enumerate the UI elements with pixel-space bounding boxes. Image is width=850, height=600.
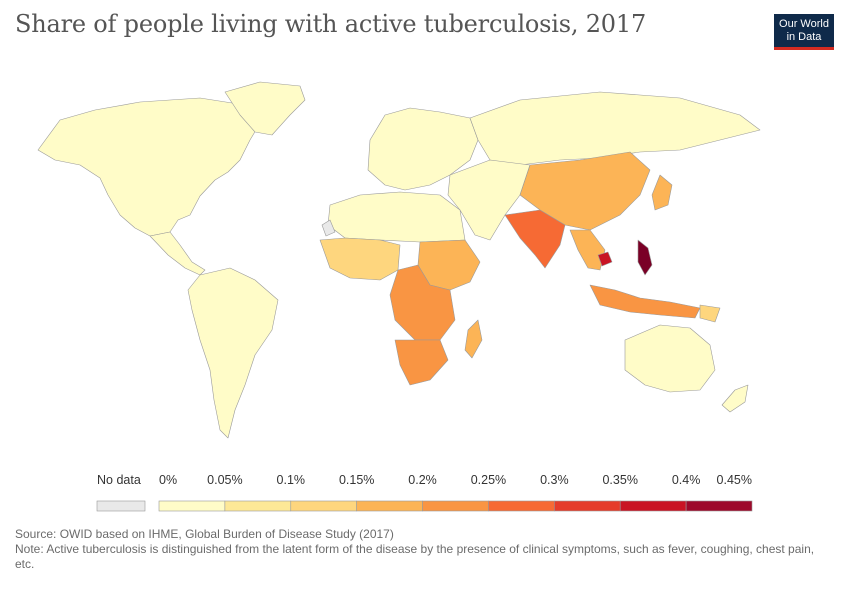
region-west-africa[interactable] [319,237,401,281]
legend-swatch[interactable] [619,500,687,512]
note-text: Note: Active tuberculosis is distinguish… [15,542,815,571]
chart-title: Share of people living with active tuber… [15,10,647,38]
region-southern-africa[interactable] [394,339,449,386]
legend-swatch[interactable] [158,500,226,512]
legend-tick-label: 0.1% [277,473,306,487]
legend-swatch[interactable] [224,500,292,512]
legend-bins: 0% 0.05% 0.1% 0.15% 0.2% 0.25% 0.3% 0.35% 0.4% 0.… [158,473,753,512]
legend-swatch[interactable] [290,500,357,512]
legend-swatch[interactable] [356,500,423,512]
region-central-america[interactable] [149,231,206,276]
legend-swatch[interactable] [554,500,621,512]
region-north-africa[interactable] [327,191,466,243]
region-australia[interactable] [624,324,716,393]
legend-swatch[interactable] [685,500,753,512]
region-india[interactable] [504,209,566,269]
region-madagascar[interactable] [464,319,483,359]
region-china[interactable] [519,151,651,231]
region-europe[interactable] [367,107,479,191]
region-no-data[interactable] [321,219,336,237]
region-philippines[interactable] [637,239,653,276]
legend-tick-label: 0.4% [672,473,701,487]
legend-tick-label: 0.3% [540,473,569,487]
legend-no-data-label: No data [97,473,141,487]
legend-no-data-swatch[interactable] [96,500,146,512]
region-cambodia[interactable] [597,251,613,267]
region-indonesia[interactable] [589,284,701,319]
region-north-america[interactable] [37,97,263,237]
region-southeast-asia[interactable] [569,229,606,271]
region-greenland[interactable] [224,81,306,136]
legend-tick-label: 0.2% [408,473,437,487]
owid-logo[interactable]: Our World in Data [774,14,834,50]
legend-tick-label: 0% [159,473,177,487]
world-map [37,81,761,439]
legend-tick-label: 0.05% [207,473,242,487]
region-new-zealand[interactable] [721,384,749,413]
region-middle-east[interactable] [447,159,531,241]
logo-line-1: Our World [779,18,829,30]
logo-line-2: in Data [786,31,822,43]
legend-tick-label: 0.35% [602,473,637,487]
legend-swatch[interactable] [488,500,555,512]
legend-tick-label: 0.45% [717,473,752,487]
region-japan[interactable] [651,174,673,211]
region-south-america[interactable] [187,267,279,439]
legend-swatch[interactable] [422,500,489,512]
footer: Source: OWID based on IHME, Global Burde… [15,527,835,572]
legend-tick-label: 0.25% [471,473,506,487]
region-papua-new-guinea[interactable] [699,304,721,323]
legend-tick-label: 0.15% [339,473,374,487]
region-central-africa[interactable] [389,264,456,341]
region-russia[interactable] [469,91,761,166]
source-text: Source: OWID based on IHME, Global Burde… [15,527,394,541]
map-legend: No data 0% 0.05% 0.1% 0.15% 0.2% 0.25% 0.3% 0.3… [96,473,753,512]
